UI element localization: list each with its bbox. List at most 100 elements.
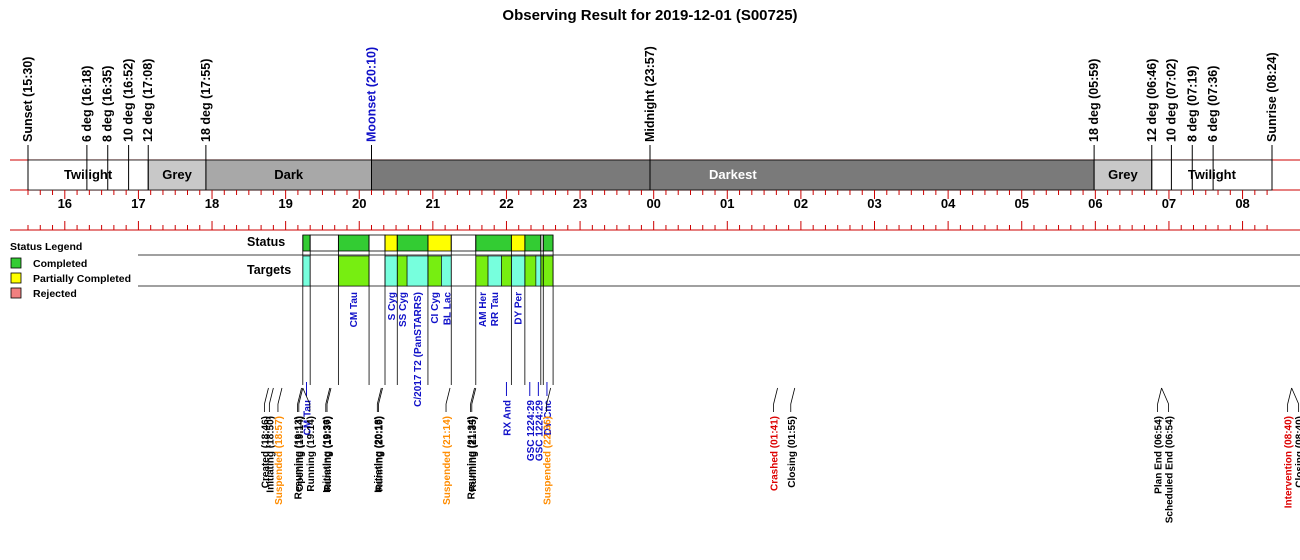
- status-legend: Status Legend Completed Partially Complete…: [10, 241, 131, 300]
- sky-event-label: 10 deg (16:52): [122, 59, 136, 142]
- target-label: S Cyg: [387, 292, 398, 320]
- target-block: [535, 255, 542, 287]
- target-label: CM Tau: [302, 400, 313, 435]
- event-label: Scheduled End (06:54): [1165, 416, 1176, 523]
- event-label: Plan End (06:54): [1154, 416, 1165, 494]
- event-label: Initiating (19:36): [322, 416, 333, 493]
- status-block-completed: [524, 234, 542, 252]
- event-label: Closing (01:55): [787, 416, 798, 488]
- target-label: SS Cyg: [398, 292, 409, 327]
- band-label: Twilight: [1188, 167, 1237, 182]
- status-target-rows: Status Targets: [138, 234, 1300, 385]
- target-label: GSC 1224:29: [534, 400, 545, 462]
- target-block: [475, 255, 489, 287]
- event-leader: [378, 387, 383, 405]
- band-grey: [147, 159, 207, 191]
- target-label: RX And: [502, 400, 513, 436]
- legend-title: Status Legend: [10, 241, 82, 253]
- legend-item-label: Rejected: [33, 288, 77, 300]
- sky-event-label: 12 deg (17:08): [141, 59, 155, 142]
- sky-event-markers: Sunset (15:30) 6 deg (16:18) 8 deg (16:35)…: [21, 46, 1279, 190]
- sky-event-label: 6 deg (16:18): [80, 66, 94, 142]
- legend-swatch: [10, 257, 22, 269]
- sky-event-label: 12 deg (06:46): [1145, 59, 1159, 142]
- status-block-completed: [337, 234, 370, 252]
- hour-tick-label: 21: [426, 196, 440, 211]
- legend-item-label: Partially Completed: [33, 273, 131, 285]
- chart-title: Observing Result for 2019-12-01 (S00725): [502, 7, 797, 24]
- event-leader: [1157, 387, 1162, 405]
- event-label: Running (21:35): [468, 416, 479, 492]
- target-block: [338, 255, 370, 287]
- target-label: GSC 1224:29: [526, 400, 537, 462]
- status-block-completed: [542, 234, 554, 252]
- target-block: [441, 255, 452, 287]
- status-block-none: [309, 234, 339, 252]
- target-block: [384, 255, 398, 287]
- band-label: Grey: [162, 167, 192, 182]
- band-label: Darkest: [709, 167, 757, 182]
- target-block: [302, 255, 311, 287]
- event-leader: [326, 387, 332, 405]
- event-leader: [268, 387, 274, 405]
- event-leader: [470, 387, 475, 405]
- hour-tick-label: 17: [131, 196, 145, 211]
- status-block-partial: [510, 234, 526, 252]
- status-block-partial: [427, 234, 452, 252]
- target-label: CM Tau: [349, 292, 360, 327]
- target-label: C/2017 T2 (PanSTARRS): [413, 292, 424, 407]
- event-label: Intervention (08:40): [1284, 416, 1295, 508]
- status-block-partial: [384, 234, 398, 252]
- sky-event-label: 18 deg (05:59): [1087, 59, 1101, 142]
- target-block: [511, 255, 526, 287]
- event-label: Initiating (18:50): [265, 416, 276, 493]
- hour-tick-label: 23: [573, 196, 587, 211]
- event-label: Opening (19:14): [295, 416, 306, 492]
- target-block: [542, 255, 554, 287]
- event-leader: [376, 387, 382, 405]
- target-block: [501, 255, 512, 287]
- target-block: [396, 255, 408, 287]
- target-block: [427, 255, 442, 287]
- hour-tick-label: 04: [941, 196, 956, 211]
- target-label: DY Per: [514, 292, 525, 325]
- hour-tick-label: 19: [278, 196, 292, 211]
- target-label: BL Lac: [442, 292, 453, 326]
- event-leader: [297, 387, 302, 405]
- target-block: [406, 255, 429, 287]
- legend-swatch: [10, 287, 22, 299]
- event-leader: [773, 387, 778, 405]
- sky-event-label: Sunset (15:30): [21, 57, 35, 142]
- hour-tick-label: 07: [1162, 196, 1176, 211]
- hour-tick-label: 20: [352, 196, 366, 211]
- target-labels: CM Tau S Cyg SS Cyg C/2017 T2 (PanSTARRS) CI…: [302, 292, 553, 462]
- target-block: [524, 255, 537, 287]
- event-label: Suspended (21:14): [442, 416, 453, 505]
- status-row-label: Status: [247, 235, 285, 249]
- status-block-completed: [475, 234, 512, 252]
- sky-event-label: 10 deg (07:02): [1164, 59, 1178, 142]
- event-leader: [298, 387, 304, 405]
- event-label: Suspended (22:36): [543, 416, 554, 505]
- target-block: [487, 255, 502, 287]
- status-block-none: [450, 234, 477, 252]
- time-axis: 16 17 18 19 20 21 22 23 00 01 02 03 04 05 06 07 08: [10, 190, 1300, 231]
- event-label: Running (20:19): [375, 416, 386, 492]
- sky-event-label: Sunrise (08:24): [1265, 52, 1279, 142]
- status-block-completed: [302, 234, 311, 252]
- legend-swatch: [10, 272, 22, 284]
- sky-event-label: Midnight (23:57): [643, 46, 657, 142]
- legend-item-label: Completed: [33, 258, 87, 270]
- sky-event-label: 18 deg (17:55): [199, 59, 213, 142]
- targets-row-label: Targets: [247, 263, 291, 277]
- hour-tick-label: 08: [1235, 196, 1249, 211]
- event-leader: [1287, 387, 1293, 405]
- hour-tick-label: 02: [794, 196, 808, 211]
- hour-tick-label: 16: [58, 196, 72, 211]
- event-leader: [277, 387, 283, 405]
- event-leader: [790, 387, 796, 405]
- hour-tick-label: 00: [646, 196, 660, 211]
- event-label: Created (18:46): [260, 416, 271, 488]
- event-label: Resuming (19:13): [294, 416, 305, 499]
